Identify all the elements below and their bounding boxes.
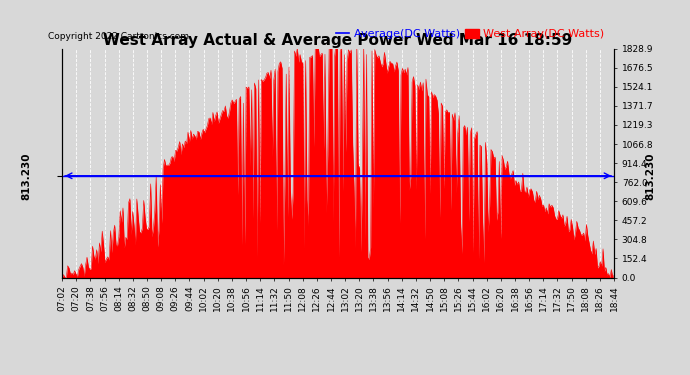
Text: 813.230: 813.230: [645, 152, 655, 200]
Text: Copyright 2022 Cartronics.com: Copyright 2022 Cartronics.com: [48, 32, 189, 41]
Title: West Array Actual & Average Power Wed Mar 16 18:59: West Array Actual & Average Power Wed Ma…: [104, 33, 573, 48]
Text: 813.230: 813.230: [21, 152, 31, 200]
Legend: Average(DC Watts), West Array(DC Watts): Average(DC Watts), West Array(DC Watts): [331, 25, 609, 44]
